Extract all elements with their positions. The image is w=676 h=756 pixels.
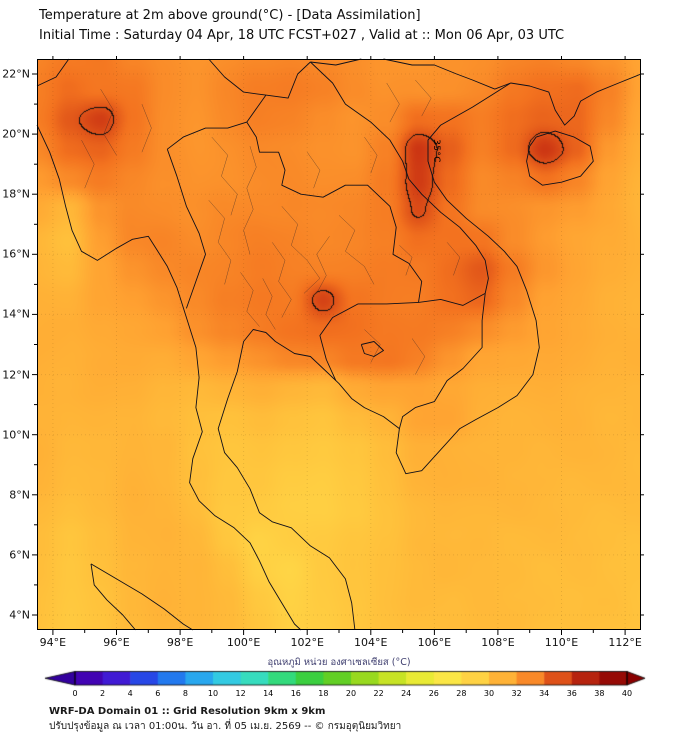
x-axis-tick-label: 100°E (226, 636, 261, 649)
colorbar-tick-label: 6 (155, 689, 161, 698)
colorbar-tick-label: 14 (263, 689, 274, 698)
x-axis-tick-label: 104°E (354, 636, 388, 649)
x-axis-tick-label: 98°E (166, 636, 194, 649)
colorbar-tick-label: 10 (207, 689, 219, 698)
x-axis-tick-label: 96°E (103, 636, 130, 649)
contour-label-35c: 35°C (430, 138, 441, 163)
x-axis-tick-label: 108°E (481, 636, 515, 649)
colorbar-tick-label: 0 (72, 689, 78, 698)
header: Temperature at 2m above ground(°C) - [Da… (39, 6, 564, 45)
x-axis-tick-label: 106°E (417, 636, 452, 649)
colorbar-tick-label: 12 (235, 689, 246, 698)
chart-title: Temperature at 2m above ground(°C) - [Da… (39, 8, 421, 23)
colorbar-tick-label: 26 (428, 689, 439, 698)
x-axis-tick-label: 102°E (290, 636, 324, 649)
colorbar-block: 0 2 4 6 8 10 12 14 16 18 20 22 24 26 28 30 32 34 36 38 40 (31, 670, 651, 702)
colorbar-tick-label: 22 (373, 689, 384, 698)
footer-domain-info: WRF-DA Domain 01 :: Grid Resolution 9km … (49, 706, 326, 717)
map-overlay-svg (32, 56, 644, 635)
colorbar-tick-label: 28 (456, 689, 467, 698)
colorbar-tick-label: 38 (594, 689, 605, 698)
colorbar-tick-label: 2 (100, 689, 106, 698)
x-axis-tick-label: 110°E (544, 636, 579, 649)
temperature-field-canvas (37, 59, 641, 630)
colorbar-tick-label: 32 (511, 689, 522, 698)
colorbar-tick-label: 34 (539, 689, 550, 698)
colorbar-tick-label: 40 (621, 689, 633, 698)
colorbar-tick-label: 16 (290, 689, 301, 698)
x-axis-tick-label: 112°E (608, 636, 642, 649)
footer: WRF-DA Domain 01 :: Grid Resolution 9km … (49, 704, 401, 734)
y-axis-tick-label: 6°N (9, 548, 30, 562)
y-axis-tick-label: 22°N (2, 67, 30, 81)
colorbar-tick-label: 24 (401, 689, 412, 698)
colorbar-tick-label: 30 (483, 689, 495, 698)
footer-update-info: ปรับปรุงข้อมูล ณ เวลา 01:00น. วัน อา. ที… (49, 721, 402, 732)
y-axis-tick-label: 4°N (9, 608, 30, 622)
colorbar-tick-label: 20 (345, 689, 357, 698)
y-axis-tick-label: 18°N (2, 187, 30, 201)
colorbar-canvas (31, 670, 651, 688)
y-axis-tick-label: 16°N (2, 247, 30, 261)
y-axis-tick-label: 20°N (2, 127, 30, 141)
chart-subtitle: Initial Time : Saturday 04 Apr, 18 UTC F… (39, 27, 565, 43)
colorbar-title: อุณหภูมิ หน่วย องศาเซลเซียส (°C) (267, 657, 411, 668)
y-axis-tick-label: 12°N (2, 368, 30, 382)
y-axis-tick-label: 14°N (2, 307, 30, 321)
colorbar-tick-label: 4 (127, 689, 133, 698)
colorbar-tick-label: 8 (182, 689, 188, 698)
x-axis-tick-label: 94°E (39, 636, 67, 649)
y-axis-tick-label: 10°N (2, 428, 30, 442)
y-axis-tick-label: 8°N (9, 488, 30, 502)
map-plot: 35°C 4°N 6°N 8°N 10°N 12°N 14°N 16°N 18°N 20°N 22… (2, 56, 644, 649)
colorbar-tick-label: 18 (318, 689, 329, 698)
colorbar-tick-label: 36 (566, 689, 577, 698)
